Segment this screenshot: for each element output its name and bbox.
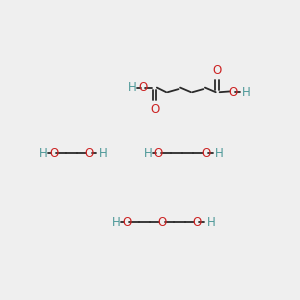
Text: O: O xyxy=(154,146,163,160)
Text: O: O xyxy=(49,146,58,160)
Text: H: H xyxy=(215,146,224,160)
Text: O: O xyxy=(85,146,94,160)
Text: H: H xyxy=(99,146,107,160)
Text: O: O xyxy=(201,146,210,160)
Text: H: H xyxy=(143,146,152,160)
Text: O: O xyxy=(150,103,159,116)
Text: H: H xyxy=(206,216,215,229)
Text: O: O xyxy=(193,216,202,229)
Text: O: O xyxy=(228,86,237,99)
Text: O: O xyxy=(122,216,131,229)
Text: O: O xyxy=(213,64,222,77)
Text: O: O xyxy=(158,216,167,229)
Text: H: H xyxy=(128,81,137,94)
Text: H: H xyxy=(242,86,251,99)
Text: H: H xyxy=(39,146,48,160)
Text: H: H xyxy=(112,216,120,229)
Text: O: O xyxy=(138,81,148,94)
